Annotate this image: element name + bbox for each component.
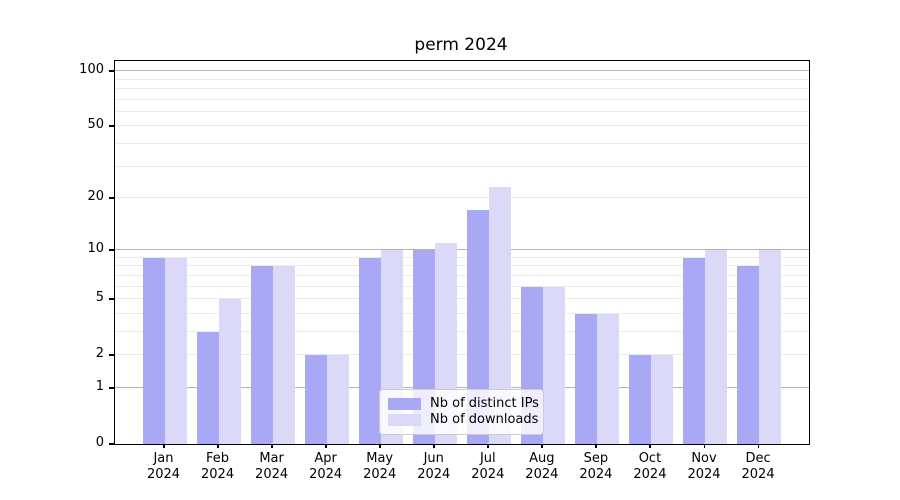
bar-downloads-sep — [597, 314, 619, 444]
x-tick-mark-jun — [433, 444, 435, 448]
x-tick-label-oct: Oct 2024 — [633, 451, 667, 482]
bar-distinct-ips-sep — [575, 314, 597, 444]
x-tick-label-may: May 2024 — [363, 451, 397, 482]
gridline-1 — [115, 387, 809, 388]
x-tick-label-jan: Jan 2024 — [146, 451, 181, 482]
x-tick-mark-apr — [325, 444, 327, 448]
x-tick-label-mar: Mar 2024 — [255, 451, 289, 482]
y-tick-label-5: 5 — [95, 290, 104, 305]
legend-swatch-distinct-ips — [388, 397, 421, 410]
x-tick-label-dec: Dec 2024 — [741, 451, 775, 482]
bar-downloads-mar — [273, 266, 295, 444]
legend: Nb of distinct IPs Nb of downloads — [379, 389, 544, 435]
y-tick-mark-100 — [109, 70, 114, 72]
legend-item-distinct-ips: Nb of distinct IPs — [388, 396, 539, 412]
gridline-20 — [115, 197, 809, 198]
gridline-8 — [115, 265, 809, 266]
x-tick-mark-oct — [649, 444, 651, 448]
y-tick-mark-1 — [109, 387, 114, 389]
legend-swatch-downloads — [388, 414, 421, 427]
bar-downloads-dec — [759, 250, 781, 444]
gridline-50 — [115, 125, 809, 126]
gridline-70 — [115, 99, 809, 100]
gridline-7 — [115, 275, 809, 276]
x-tick-label-aug: Aug 2024 — [525, 451, 559, 482]
bar-distinct-ips-dec — [737, 266, 759, 444]
gridline-5 — [115, 298, 809, 299]
bar-distinct-ips-mar — [251, 266, 273, 444]
legend-label-downloads: Nb of downloads — [430, 412, 539, 428]
legend-label-distinct-ips: Nb of distinct IPs — [430, 395, 539, 411]
gridline-10 — [115, 249, 809, 250]
x-tick-mark-aug — [541, 444, 543, 448]
x-tick-mark-dec — [757, 444, 760, 448]
x-tick-label-apr: Apr 2024 — [309, 451, 343, 482]
gridline-6 — [115, 286, 809, 287]
y-tick-label-2: 2 — [95, 346, 104, 361]
x-tick-mark-may — [379, 444, 381, 448]
x-tick-label-jul: Jul 2024 — [471, 451, 505, 482]
y-tick-label-50: 50 — [87, 117, 104, 132]
bar-downloads-apr — [327, 355, 349, 444]
bar-distinct-ips-oct — [629, 355, 651, 444]
y-tick-label-0: 0 — [95, 435, 104, 450]
gridline-30 — [115, 166, 809, 167]
x-tick-mark-sep — [595, 444, 597, 448]
gridline-60 — [115, 111, 809, 112]
chart-title: perm 2024 — [414, 35, 508, 55]
gridline-100 — [115, 70, 809, 71]
y-tick-label-1: 1 — [95, 379, 104, 394]
bar-distinct-ips-apr — [305, 355, 327, 444]
y-tick-mark-20 — [109, 197, 114, 199]
y-tick-mark-0 — [109, 443, 114, 445]
gridline-4 — [115, 313, 809, 314]
y-tick-mark-2 — [109, 354, 114, 356]
gridline-40 — [115, 143, 809, 144]
x-tick-label-feb: Feb 2024 — [201, 451, 235, 482]
bar-distinct-ips-nov — [683, 258, 705, 444]
x-tick-label-jun: Jun 2024 — [417, 451, 451, 482]
gridline-9 — [115, 257, 809, 258]
x-tick-mark-feb — [217, 444, 219, 448]
gridline-2 — [115, 354, 809, 355]
x-tick-mark-mar — [271, 444, 273, 448]
gridline-90 — [115, 79, 809, 80]
y-tick-label-100: 100 — [79, 62, 104, 77]
bar-distinct-ips-jan — [143, 258, 165, 444]
x-tick-mark-jan — [163, 444, 165, 448]
bar-distinct-ips-feb — [197, 332, 219, 444]
x-tick-mark-nov — [703, 444, 705, 448]
bar-distinct-ips-jul — [467, 210, 489, 444]
y-tick-label-20: 20 — [87, 189, 104, 204]
bar-downloads-aug — [543, 287, 565, 444]
y-tick-mark-50 — [109, 125, 114, 127]
y-tick-mark-10 — [109, 249, 114, 251]
gridline-3 — [115, 331, 809, 332]
legend-item-downloads: Nb of downloads — [388, 412, 539, 428]
gridline-80 — [115, 88, 809, 89]
y-tick-label-10: 10 — [87, 241, 104, 256]
x-tick-label-nov: Nov 2024 — [687, 451, 721, 482]
bar-downloads-feb — [219, 299, 241, 444]
x-tick-label-sep: Sep 2024 — [579, 451, 613, 482]
x-tick-mark-jul — [487, 444, 489, 448]
bar-downloads-oct — [651, 355, 673, 444]
bar-downloads-jul — [489, 187, 511, 444]
y-tick-mark-5 — [109, 298, 114, 300]
bar-distinct-ips-may — [359, 258, 381, 444]
plot-area — [114, 60, 810, 445]
bar-downloads-jan — [165, 258, 187, 444]
bar-downloads-nov — [705, 250, 727, 444]
